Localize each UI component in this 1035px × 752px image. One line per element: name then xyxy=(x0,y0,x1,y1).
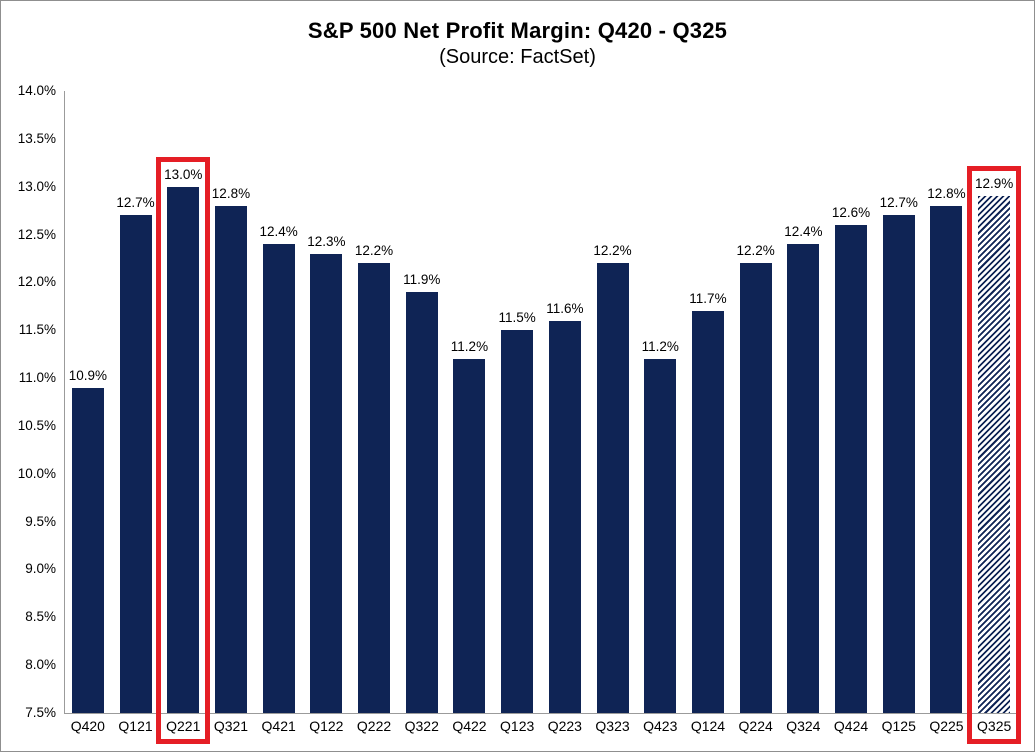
x-axis-label: Q123 xyxy=(500,718,535,734)
bar-value-label: 12.3% xyxy=(307,233,346,249)
y-axis-label: 10.0% xyxy=(17,465,56,481)
x-axis-label: Q323 xyxy=(595,718,630,734)
x-axis-label: Q420 xyxy=(70,718,105,734)
y-axis-label: 7.5% xyxy=(25,705,56,720)
bar-value-label: 12.8% xyxy=(211,185,251,201)
bar xyxy=(644,358,677,713)
bar-value-label: 11.6% xyxy=(546,300,584,316)
x-axis-label: Q423 xyxy=(643,718,678,734)
y-axis-label: 11.0% xyxy=(18,370,56,386)
bar xyxy=(453,358,486,713)
x-axis-label: Q322 xyxy=(404,718,439,734)
y-axis-label: 12.0% xyxy=(17,274,56,290)
bar-value-label: 12.2% xyxy=(354,243,394,259)
x-axis-label: Q225 xyxy=(929,718,964,734)
x-axis-label: Q421 xyxy=(261,718,296,734)
bar xyxy=(167,186,200,713)
x-axis-label: Q222 xyxy=(356,718,392,734)
highlight-box xyxy=(156,156,211,744)
y-axis-label: 10.5% xyxy=(17,417,56,433)
bar xyxy=(262,244,295,713)
bar xyxy=(882,215,915,713)
bar xyxy=(358,263,391,713)
bar xyxy=(691,311,724,713)
y-axis-label: 11.5% xyxy=(18,322,56,338)
y-axis-label: 8.0% xyxy=(25,657,56,673)
y-axis-label: 13.0% xyxy=(17,178,56,194)
chart-title: S&P 500 Net Profit Margin: Q420 - Q325 xyxy=(307,18,728,43)
x-axis-label: Q121 xyxy=(118,718,153,734)
bar xyxy=(930,205,963,713)
bar-value-label: 12.2% xyxy=(736,243,775,259)
x-axis-label: Q422 xyxy=(452,718,487,734)
bar-value-label: 11.2% xyxy=(641,338,679,354)
bar-value-label: 12.2% xyxy=(593,243,632,259)
y-axis-label: 9.0% xyxy=(25,561,56,577)
bar-value-label: 12.4% xyxy=(784,224,823,240)
x-axis-line xyxy=(64,713,1018,714)
y-axis-label: 8.5% xyxy=(25,609,56,625)
x-axis-label: Q324 xyxy=(786,718,821,734)
bar xyxy=(71,387,104,713)
y-axis-label: 12.5% xyxy=(17,226,56,242)
x-axis-label: Q221 xyxy=(166,718,201,734)
y-axis-line xyxy=(64,91,65,713)
x-axis-label: Q124 xyxy=(690,718,726,734)
bar xyxy=(596,263,629,713)
bar-value-label: 12.6% xyxy=(831,204,871,220)
bar-value-label: 12.7% xyxy=(116,195,155,211)
y-axis-label: 9.5% xyxy=(25,513,56,529)
bar xyxy=(978,196,1011,713)
x-axis-label: Q122 xyxy=(309,718,344,734)
x-axis-label: Q223 xyxy=(547,718,582,734)
chart-subtitle: (Source: FactSet) xyxy=(439,46,596,68)
bar xyxy=(787,244,820,713)
bar-value-label: 10.9% xyxy=(68,367,107,383)
bar-value-label: 12.4% xyxy=(259,224,298,240)
x-axis-label: Q424 xyxy=(833,718,869,734)
x-axis-label: Q325 xyxy=(977,718,1012,734)
bar xyxy=(119,215,152,713)
x-axis-label: Q224 xyxy=(738,718,773,734)
bar xyxy=(214,205,247,713)
highlight-box xyxy=(967,166,1022,744)
bar-value-label: 11.5% xyxy=(498,310,536,326)
bar-value-label: 13.0% xyxy=(164,166,203,182)
bar-value-label: 11.9% xyxy=(403,271,441,287)
x-axis-label: Q321 xyxy=(213,718,249,734)
y-axis-label: 13.5% xyxy=(17,130,56,146)
bar xyxy=(835,224,868,713)
x-axis-label: Q125 xyxy=(881,718,916,734)
bar-value-label: 11.2% xyxy=(450,338,489,354)
bar-value-label: 11.7% xyxy=(689,291,727,307)
bar xyxy=(501,330,534,713)
bar-value-label: 12.8% xyxy=(927,185,966,201)
bar xyxy=(739,263,772,713)
bar xyxy=(548,320,581,713)
bar xyxy=(310,253,343,713)
bar-value-label: 12.7% xyxy=(879,195,918,211)
y-axis-label: 14.0% xyxy=(17,83,56,98)
bar xyxy=(405,291,438,713)
bar-value-label: 12.9% xyxy=(975,176,1014,192)
